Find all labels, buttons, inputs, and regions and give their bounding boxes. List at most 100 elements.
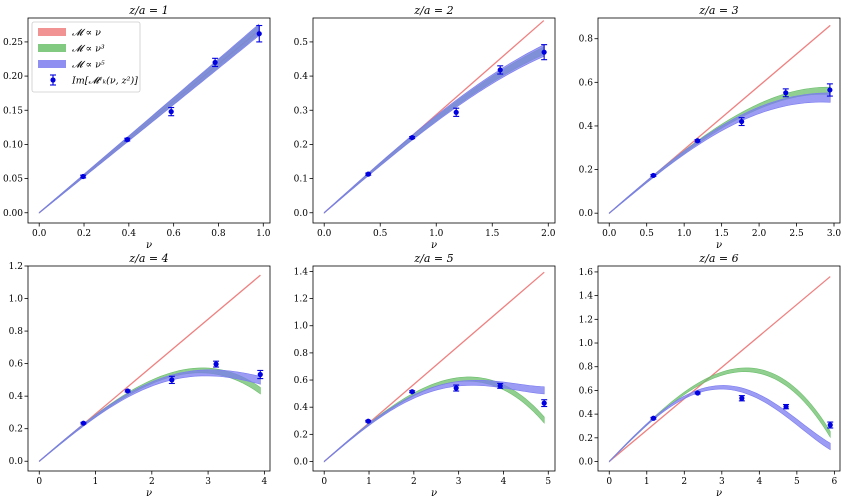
data-point — [256, 24, 263, 43]
y-tick-label: 0.2 — [579, 166, 593, 176]
data-point — [738, 117, 745, 127]
data-marker — [257, 371, 263, 378]
y-tick-label: 1.6 — [579, 268, 594, 278]
legend-label: 𝓜 ∝ ν — [72, 28, 101, 39]
plot-area — [323, 20, 548, 214]
x-tick-label: 0.5 — [640, 229, 655, 239]
y-tick-label: 0.0 — [294, 457, 309, 467]
data-point — [257, 369, 264, 380]
data-marker — [453, 109, 459, 115]
panel-1: 0.0 0.2 0.4 0.6 0.8 1.0 0.00 0.05 0.10 0.15 0.20 0.… — [3, 4, 271, 251]
x-axis-label: ν — [146, 488, 152, 499]
series-quintic-band — [608, 385, 831, 463]
legend-label: 𝓜 ∝ ν³ — [72, 44, 105, 55]
data-marker — [168, 109, 174, 115]
y-tick-label: 0.6 — [9, 360, 24, 370]
x-tick-label: 2 — [681, 477, 687, 487]
data-point — [694, 138, 701, 144]
data-marker — [650, 172, 656, 179]
y-tick-label: 0.4 — [9, 392, 24, 402]
y-tick-label: 0.4 — [294, 403, 309, 413]
plot-area — [608, 276, 834, 463]
x-tick-label: 4 — [501, 477, 507, 487]
x-tick-label: 3 — [456, 477, 462, 487]
y-tick-label: 0.00 — [3, 209, 23, 219]
x-tick-label: 2 — [411, 477, 417, 487]
y-tick-label: 0.8 — [294, 349, 309, 359]
data-point — [782, 88, 789, 98]
legend-swatch-quintic — [38, 60, 66, 68]
x-tick-label: 0.0 — [32, 229, 47, 239]
y-tick-label: 0.2 — [294, 140, 308, 150]
x-tick-label: 6 — [832, 477, 838, 487]
x-tick-label: 1.0 — [677, 229, 692, 239]
legend-label: Im[𝓜ᵛₖ(ν, z²)] — [71, 76, 138, 87]
panel-3: 0.0 0.5 1.0 1.5 2.0 2.5 3.0 0.0 0.2 0.4 0.6 0.8 z/a … — [579, 4, 842, 251]
axes-frame — [27, 265, 271, 472]
x-axis-label: ν — [431, 240, 437, 251]
data-marker — [213, 361, 219, 367]
x-tick-label: 0.0 — [602, 229, 617, 239]
data-marker — [739, 118, 745, 125]
legend-marker — [50, 77, 56, 83]
y-tick-label: 1.2 — [294, 295, 308, 305]
data-point — [212, 57, 219, 68]
y-tick-label: 0.10 — [3, 140, 23, 150]
legend-label: 𝓜 ∝ ν⁵ — [72, 60, 105, 71]
data-marker — [827, 87, 833, 93]
y-tick-label: 0.3 — [294, 106, 309, 116]
data-marker — [169, 377, 175, 383]
y-tick-label: 1.4 — [294, 267, 309, 277]
x-tick-label: 3.0 — [827, 229, 842, 239]
data-marker — [365, 171, 371, 177]
data-point — [80, 420, 87, 426]
data-point — [80, 173, 87, 180]
data-marker — [739, 395, 745, 401]
data-point — [694, 390, 701, 396]
y-tick-label: 0.0 — [579, 209, 594, 219]
y-tick-label: 0.6 — [579, 386, 594, 396]
data-marker — [453, 385, 459, 391]
data-marker — [256, 31, 262, 37]
data-point — [541, 399, 548, 408]
data-marker — [80, 420, 87, 426]
y-tick-label: 1.4 — [579, 292, 594, 302]
y-tick-label: 0.4 — [579, 122, 594, 132]
x-tick-label: 1 — [644, 477, 650, 487]
y-tick-label: 1.0 — [579, 339, 594, 349]
y-tick-label: 0.6 — [579, 78, 594, 88]
data-point — [124, 137, 131, 143]
data-point — [497, 65, 504, 75]
y-tick-label: 0.0 — [9, 457, 24, 467]
x-tick-label: 0.4 — [122, 229, 137, 239]
x-tick-label: 3 — [205, 477, 211, 487]
y-tick-label: 0.2 — [9, 425, 23, 435]
x-tick-label: 1.0 — [429, 229, 444, 239]
axes-frame — [312, 17, 556, 224]
data-point — [650, 172, 657, 179]
axes-frame — [597, 17, 841, 224]
data-marker — [783, 90, 789, 96]
y-tick-label: 0.5 — [294, 38, 309, 48]
x-axis-label: ν — [146, 240, 152, 251]
data-marker — [409, 134, 415, 141]
data-point — [168, 375, 175, 385]
x-tick-label: 5 — [545, 477, 551, 487]
panel-4: 0 1 2 3 4 0.0 0.2 0.4 0.6 0.8 1.0 1.2 z/a = 4 ν — [9, 252, 271, 499]
data-marker — [409, 389, 415, 395]
data-marker — [125, 388, 131, 394]
data-point — [497, 382, 504, 389]
y-tick-label: 1.2 — [579, 315, 593, 325]
x-tick-label: 1.5 — [714, 229, 729, 239]
x-tick-label: 2.5 — [789, 229, 804, 239]
data-marker — [80, 173, 86, 180]
y-tick-label: 0.0 — [294, 209, 309, 219]
data-marker — [497, 383, 503, 389]
x-axis-label: ν — [716, 240, 722, 251]
x-tick-label: 0 — [321, 477, 327, 487]
x-tick-label: 2 — [149, 477, 155, 487]
y-tick-label: 0.8 — [579, 363, 594, 373]
x-tick-label: 1.5 — [485, 229, 500, 239]
x-axis-label: ν — [716, 488, 722, 499]
data-point — [541, 44, 548, 61]
